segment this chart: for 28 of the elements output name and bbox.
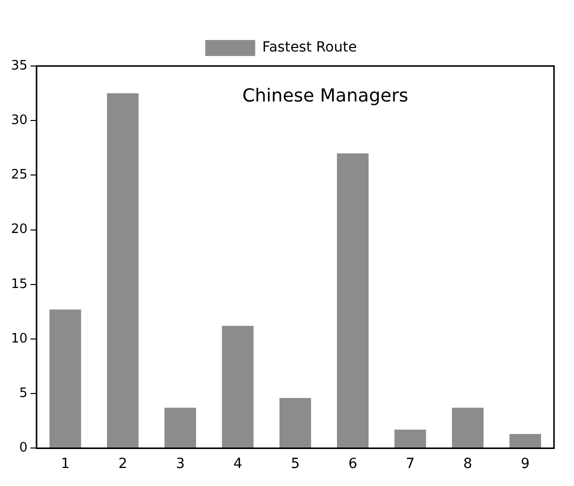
legend-label: Fastest Route xyxy=(262,40,357,56)
x-tick-label: 9 xyxy=(520,456,530,472)
bar xyxy=(164,408,196,448)
y-tick-label: 0 xyxy=(19,440,28,456)
y-tick-label: 15 xyxy=(10,276,28,292)
bar xyxy=(336,153,369,448)
x-tick-label: 8 xyxy=(463,456,472,472)
bar xyxy=(49,310,82,448)
bar xyxy=(106,93,139,448)
y-tick-label: 25 xyxy=(10,168,28,183)
x-tick-label: 3 xyxy=(176,456,185,472)
bar xyxy=(452,408,484,448)
y-tick-label: 5 xyxy=(19,386,28,401)
x-tick-label: 1 xyxy=(60,456,70,472)
x-tick-label: 4 xyxy=(233,456,242,472)
x-tick-label: 2 xyxy=(118,456,128,472)
y-tick-label: 35 xyxy=(10,58,28,74)
bar xyxy=(394,430,426,448)
x-tick-label: 7 xyxy=(406,456,415,472)
y-tick-label: 10 xyxy=(10,331,28,346)
y-tick-label: 30 xyxy=(10,112,28,128)
bar xyxy=(279,398,312,448)
bar xyxy=(222,326,254,448)
x-tick-label: 5 xyxy=(290,456,300,472)
x-tick-label: 6 xyxy=(348,456,358,472)
y-tick-label: 20 xyxy=(10,222,28,238)
bar xyxy=(509,434,542,448)
text: Chinese Managers xyxy=(242,86,408,107)
